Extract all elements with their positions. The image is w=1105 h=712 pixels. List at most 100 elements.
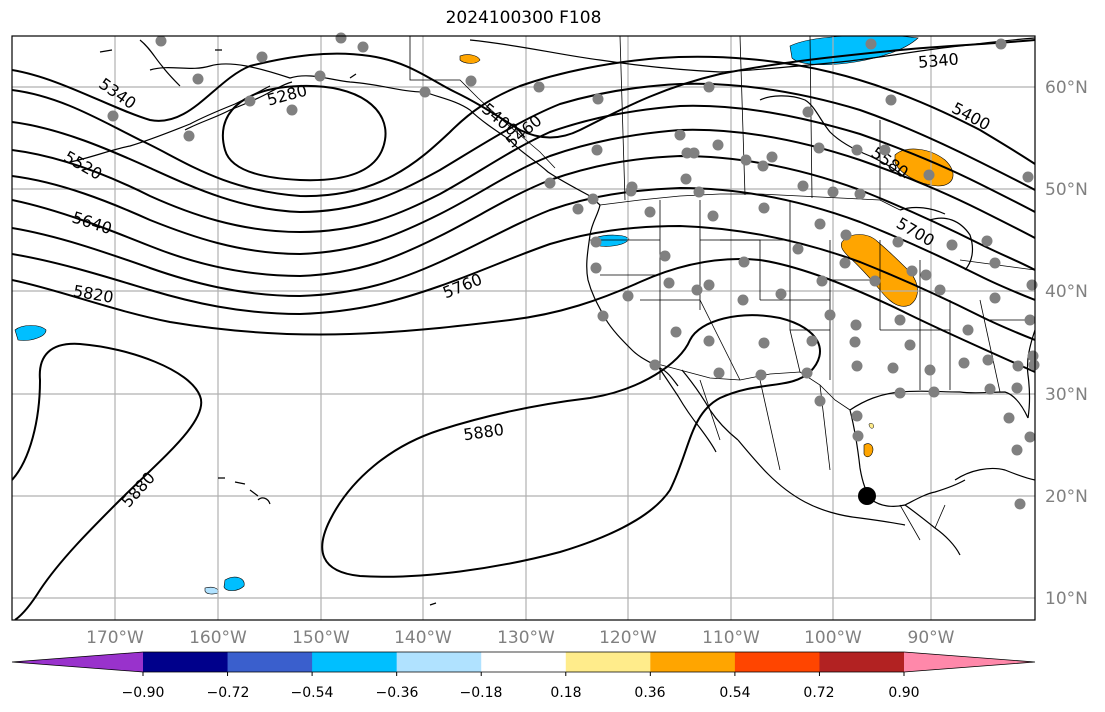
station-dot	[758, 202, 770, 214]
station-dot	[904, 339, 916, 351]
lon-tick-label: 170°W	[86, 628, 144, 648]
colorbar-tick: −0.54	[291, 685, 334, 701]
coast-gulf-north	[849, 390, 1029, 419]
station-dot	[286, 104, 298, 116]
lon-tick-label: 160°W	[189, 628, 247, 648]
contour-5460	[12, 82, 1035, 214]
station-dot	[813, 142, 825, 154]
station-dot	[849, 336, 861, 348]
colorbar-segment	[819, 652, 905, 672]
coast-lake-superior	[899, 206, 946, 215]
lon-tick-label: 110°W	[702, 628, 760, 648]
coast-baja	[654, 361, 717, 453]
contour-5340	[12, 39, 1035, 139]
station-dot	[981, 235, 993, 247]
coast-hudson	[759, 95, 906, 179]
coast-mexico-pacific	[737, 439, 906, 526]
shaded-anomalies	[14, 36, 954, 595]
station-dot	[806, 335, 818, 347]
colorbar-segment	[734, 652, 820, 672]
station-dot	[738, 256, 750, 268]
station-dot	[885, 94, 897, 106]
colorbar-tick: 0.18	[550, 685, 581, 701]
contour-label: 5640	[70, 208, 115, 239]
station-dot	[1014, 498, 1026, 510]
station-dot	[670, 326, 682, 338]
station-dot	[928, 386, 940, 398]
station-dot	[335, 32, 347, 44]
station-dot	[995, 38, 1007, 50]
station-dot	[827, 186, 839, 198]
contour-label: 5880	[462, 420, 505, 444]
station-dot	[1012, 360, 1024, 372]
coast-cuba	[954, 467, 1035, 481]
plot-frame	[11, 35, 1036, 621]
lon-tick-label: 120°W	[599, 628, 657, 648]
station-dot	[597, 310, 609, 322]
station-dot	[792, 243, 804, 255]
border-states-w	[590, 200, 761, 381]
contour-label: 5280	[265, 81, 309, 110]
contour-5760	[12, 224, 1035, 341]
station-dot	[357, 41, 369, 53]
lat-tick-label: 10°N	[1045, 589, 1088, 609]
colorbar-segment	[143, 652, 229, 672]
station-dot	[816, 275, 828, 287]
colorbar-segment	[396, 652, 482, 672]
station-dot	[894, 314, 906, 326]
colorbar-segment	[650, 652, 736, 672]
station-markers	[107, 32, 1040, 510]
station-dot	[533, 81, 545, 93]
station-dot	[155, 35, 167, 47]
graticule	[12, 36, 1035, 620]
station-dot	[688, 147, 700, 159]
station-dot	[314, 70, 326, 82]
lon-tick-label: 140°W	[394, 628, 452, 648]
station-dot	[703, 335, 715, 347]
anomaly-blue-hawaii	[223, 576, 245, 591]
station-dot	[946, 239, 958, 251]
coast-hawaii	[218, 477, 271, 505]
station-dot	[906, 265, 918, 277]
contour-5880-west	[12, 342, 203, 620]
colorbar-tick: −0.72	[207, 685, 250, 701]
lon-tick-label: 90°W	[908, 628, 955, 648]
coast-aleutians	[69, 85, 271, 163]
contour-5580	[12, 128, 1035, 256]
anomaly-orange-great-lakes	[894, 148, 954, 187]
station-dot	[757, 160, 769, 172]
station-dot	[592, 93, 604, 105]
station-dot	[256, 51, 268, 63]
station-dot	[1011, 444, 1023, 456]
colorbar-tick: −0.90	[122, 685, 165, 701]
station-dot	[590, 236, 602, 248]
station-dot	[879, 144, 891, 156]
contour-label: 5880	[118, 468, 159, 511]
contour-label: 5760	[440, 269, 485, 302]
station-dot	[920, 269, 932, 281]
station-dot	[419, 86, 431, 98]
station-dot	[713, 367, 725, 379]
station-dot	[544, 177, 556, 189]
station-dot	[869, 275, 881, 287]
border-states-e	[879, 240, 1035, 393]
station-dot	[587, 193, 599, 205]
station-dot	[887, 362, 899, 374]
anomaly-yellow-mexico	[868, 423, 874, 429]
station-dot	[680, 173, 692, 185]
station-dot	[693, 186, 705, 198]
lat-tick-label: 30°N	[1045, 385, 1088, 405]
station-dot	[465, 75, 477, 87]
station-dot	[801, 367, 813, 379]
station-dot	[712, 139, 724, 151]
contour-label: 5520	[61, 147, 106, 184]
station-dot	[572, 203, 584, 215]
station-dot	[703, 279, 715, 291]
lon-tick-label: 150°W	[292, 628, 350, 648]
station-dot	[984, 383, 996, 395]
lat-tick-label: 20°N	[1045, 487, 1088, 507]
colorbar-tick-labels: −0.90 −0.72 −0.54 −0.36 −0.18 0.18 0.36 …	[122, 685, 920, 701]
station-dot	[797, 180, 809, 192]
station-dot	[663, 277, 675, 289]
